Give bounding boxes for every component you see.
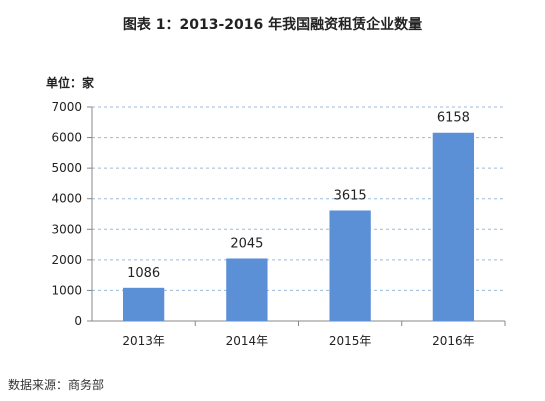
y-tick-label: 6000	[51, 131, 82, 145]
bars	[122, 132, 475, 321]
y-tick-label: 1000	[51, 283, 82, 297]
y-tick-label: 5000	[51, 161, 82, 175]
data-label: 3615	[334, 188, 367, 203]
y-tick-label: 3000	[51, 222, 82, 236]
bar-2016年	[432, 132, 475, 321]
y-tick-label: 4000	[51, 192, 82, 206]
x-tick-label: 2013年	[122, 334, 165, 348]
x-tick-label: 2016年	[432, 334, 475, 348]
y-tick-label: 2000	[51, 253, 82, 267]
chart-title: 图表 1：2013-2016 年我国融资租赁企业数量	[122, 17, 423, 33]
x-tick-label: 2014年	[226, 334, 269, 348]
labels: 0 1000 2000 3000 4000 5000 6000 7000 1086 2013年 20…	[51, 100, 474, 348]
bar-2013年	[122, 287, 165, 321]
bar-2014年	[226, 258, 268, 321]
y-tick-label: 0	[74, 314, 82, 328]
unit-label: 单位：家	[46, 76, 95, 90]
data-label: 1086	[127, 266, 160, 281]
y-tick-label: 7000	[51, 100, 82, 114]
bar-2015年	[329, 210, 371, 321]
source-note: 数据来源：商务部	[8, 378, 105, 392]
data-label: 2045	[230, 236, 263, 251]
x-tick-label: 2015年	[329, 334, 372, 348]
data-label: 6158	[437, 111, 470, 126]
